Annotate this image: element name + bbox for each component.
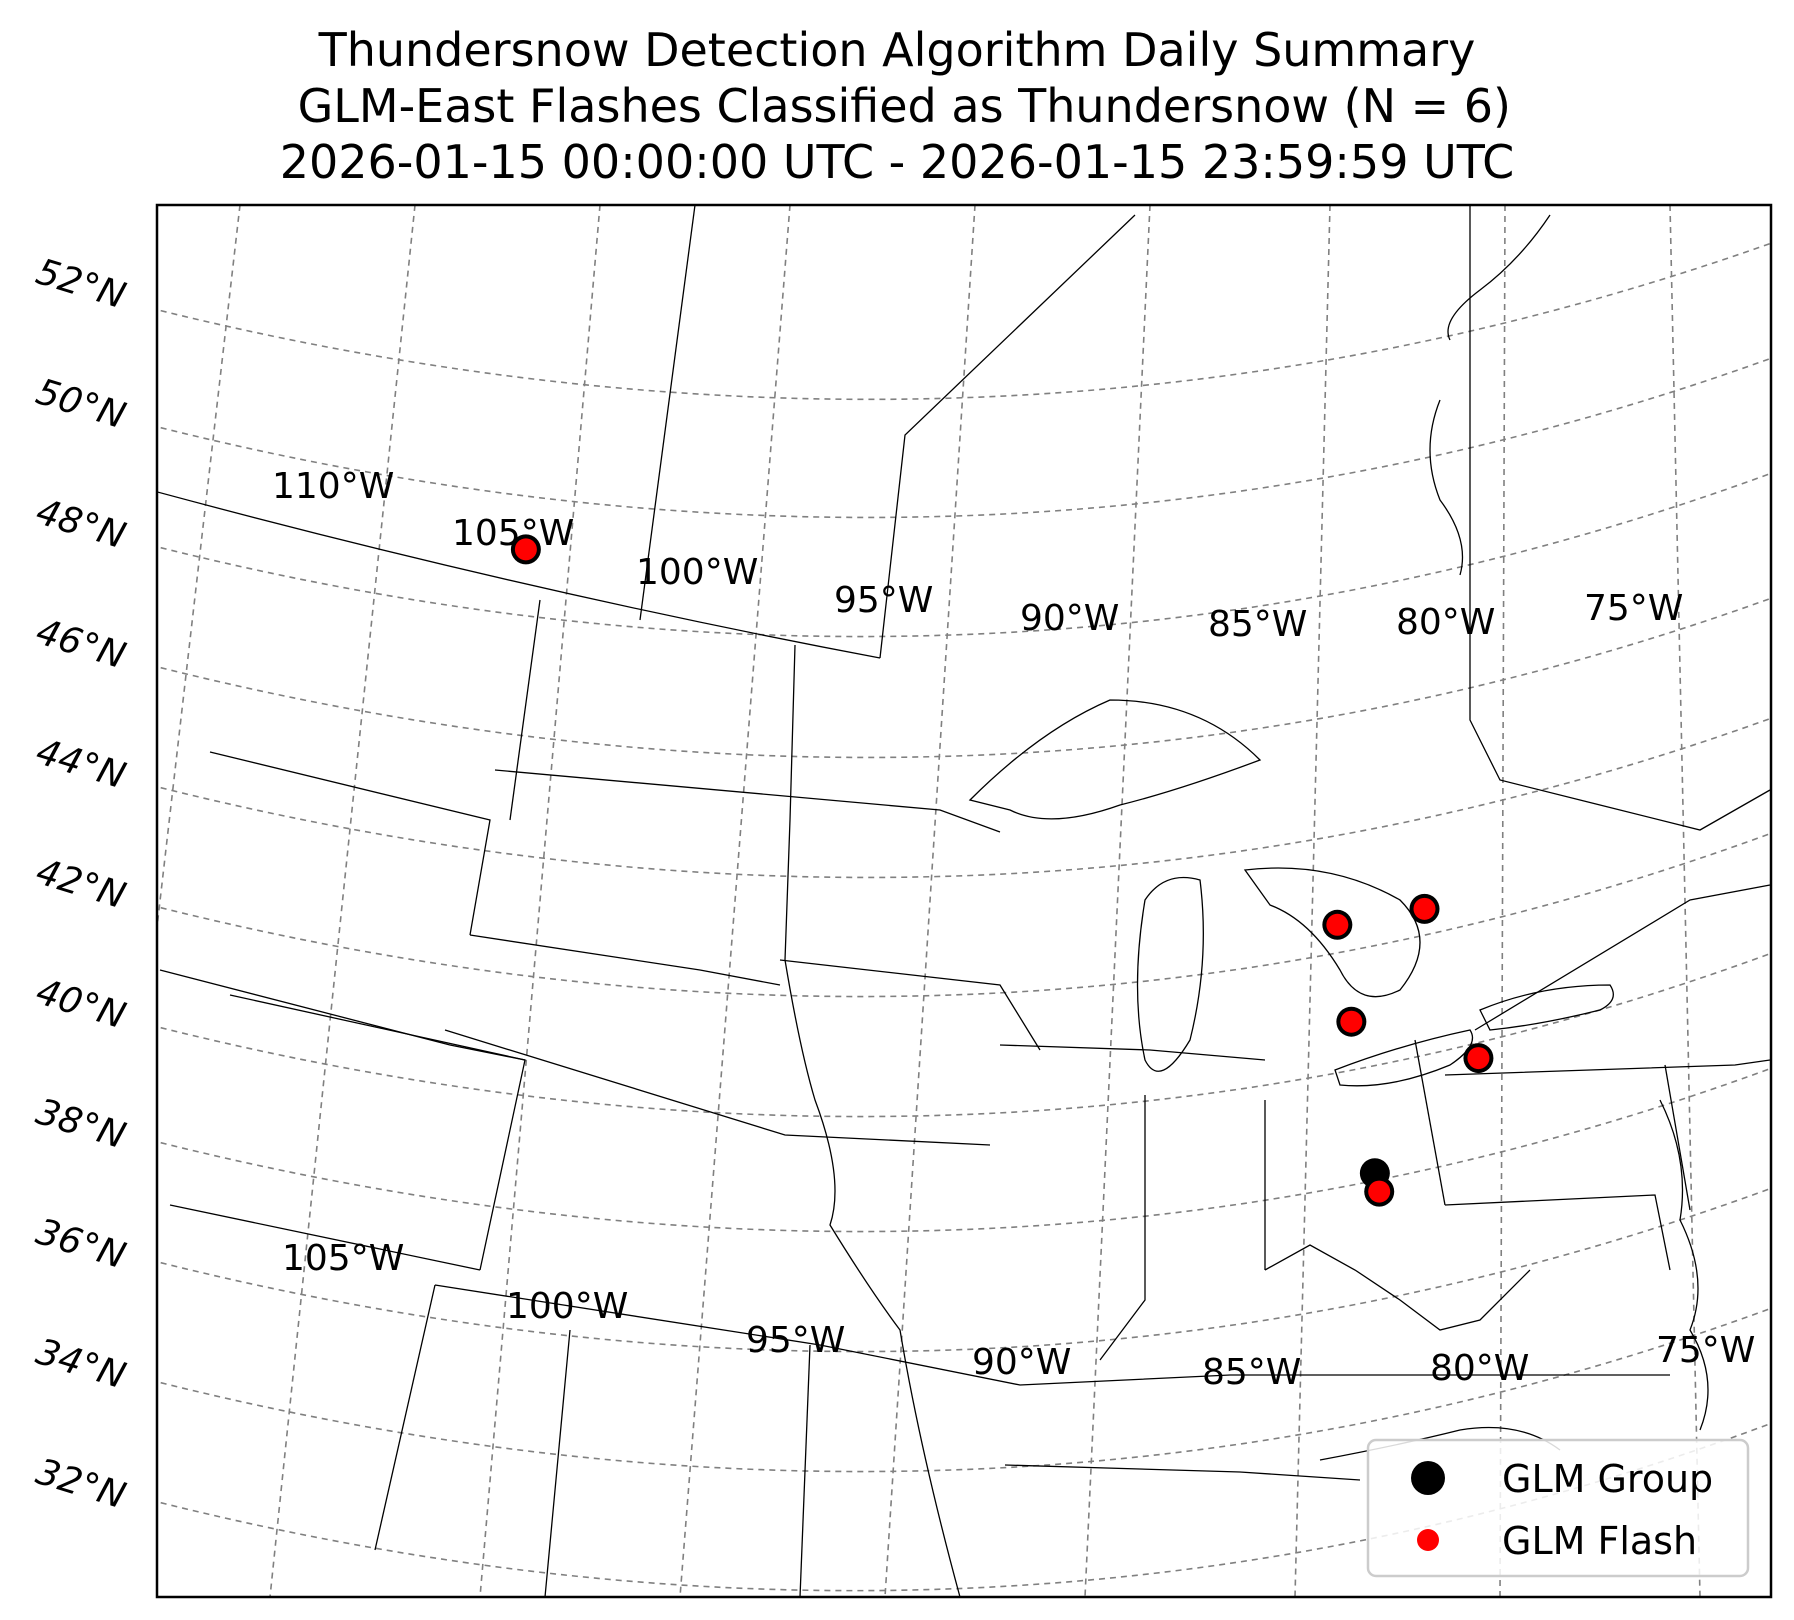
glm-flash-marker: [514, 538, 537, 561]
glm-flash-marker: [1340, 1010, 1363, 1033]
lat-label-8: 36°N: [31, 1211, 130, 1277]
lon-label-bottom-6: 75°W: [1656, 1330, 1755, 1371]
title-line-3: 2026-01-15 00:00:00 UTC - 2026-01-15 23:…: [279, 135, 1515, 189]
glm-flash-marker: [1368, 1180, 1391, 1203]
longitude-gridlines: [157, 205, 1701, 1597]
lon-label-top-0: 110°W: [272, 466, 394, 507]
lake-ontario: [1479, 984, 1614, 1031]
top-longitude-labels: 110°W 105°W 100°W 95°W 90°W 85°W 80°W 75…: [272, 466, 1683, 645]
lon-label-bottom-5: 80°W: [1430, 1348, 1529, 1389]
legend-flash-label: GLM Flash: [1502, 1519, 1697, 1563]
lat-label-6: 40°N: [31, 971, 130, 1037]
latitude-gridlines: [157, 242, 1771, 1592]
lake-huron: [1243, 867, 1421, 998]
title-line-1: Thundersnow Detection Algorithm Daily Su…: [318, 23, 1476, 77]
bottom-longitude-labels: 105°W 100°W 95°W 90°W 85°W 80°W 75°W: [282, 1238, 1755, 1393]
glm-flash-marker: [1326, 913, 1349, 936]
lon-label-bottom-4: 85°W: [1202, 1352, 1301, 1393]
lat-label-1: 50°N: [31, 371, 130, 437]
lat-label-3: 46°N: [31, 611, 130, 677]
lat-label-2: 48°N: [31, 491, 130, 557]
lat-label-0: 52°N: [31, 251, 130, 317]
legend: GLM Group GLM Flash: [1366, 1438, 1750, 1578]
latitude-labels: 52°N 50°N 48°N 46°N 44°N 42°N 40°N 38°N …: [31, 251, 130, 1517]
lon-label-top-3: 95°W: [834, 580, 933, 621]
map-title: Thundersnow Detection Algorithm Daily Su…: [0, 22, 1794, 190]
legend-box: [1366, 1438, 1750, 1578]
glm-markers: [510, 534, 1494, 1207]
lon-label-bottom-0: 105°W: [282, 1238, 404, 1279]
legend-flash-marker: [1417, 1529, 1439, 1551]
lon-label-top-5: 85°W: [1208, 604, 1307, 645]
political-borders: [157, 205, 1771, 1597]
glm-flash-marker: [1467, 1047, 1490, 1070]
lake-erie: [1334, 1029, 1474, 1087]
lon-label-bottom-1: 100°W: [506, 1286, 628, 1327]
lat-label-9: 34°N: [31, 1331, 130, 1397]
glm-flash-marker: [1413, 897, 1436, 920]
lon-label-top-6: 80°W: [1396, 602, 1495, 643]
legend-group-label: GLM Group: [1502, 1457, 1713, 1501]
legend-group-marker: [1411, 1461, 1445, 1495]
lat-label-4: 44°N: [31, 731, 130, 797]
lon-label-bottom-2: 95°W: [746, 1320, 845, 1361]
lat-label-5: 42°N: [31, 851, 130, 917]
map-frame: [155, 203, 1773, 1599]
lat-label-7: 38°N: [31, 1091, 130, 1157]
lake-michigan: [1136, 876, 1204, 1072]
lon-label-top-7: 75°W: [1584, 588, 1683, 629]
lon-label-top-4: 90°W: [1020, 598, 1119, 639]
lake-superior: [968, 699, 1262, 820]
lat-label-10: 32°N: [31, 1451, 130, 1517]
lon-label-bottom-3: 90°W: [972, 1342, 1071, 1383]
title-line-2: GLM-East Flashes Classified as Thundersn…: [282, 79, 1511, 133]
lon-label-top-2: 100°W: [636, 552, 758, 593]
map-area: 110°W 105°W 100°W 95°W 90°W 85°W 80°W 75…: [157, 205, 1771, 1597]
